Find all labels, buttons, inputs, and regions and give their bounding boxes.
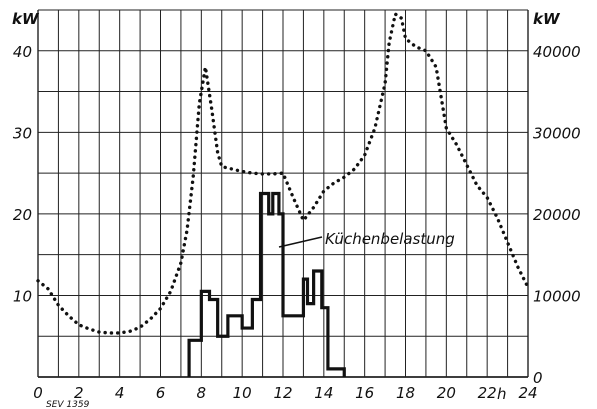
x-tick-label: 14 (314, 384, 333, 402)
x-tick-label: 22 (478, 384, 497, 402)
series-kuechenbelastung-step-line (187, 191, 346, 377)
x-tick-label: 24 (518, 384, 537, 402)
x-tick-label: 18 (396, 384, 415, 402)
x-tick-label: 4 (115, 384, 125, 402)
x-axis-ticks: 0 2 4 6 8 10 12 14 16 18 20 22 24 (33, 384, 537, 402)
x-tick-label: 16 (355, 384, 374, 402)
left-axis-ticks: 10 20 30 40 (13, 43, 32, 306)
left-tick-label: 40 (13, 43, 32, 61)
left-tick-label: 10 (13, 287, 32, 305)
left-tick-label: 30 (13, 124, 32, 142)
right-axis-ticks: 0 10000 20000 30000 40000 (533, 43, 581, 387)
chart-grid (37, 9, 529, 378)
annotation-kuechenbelastung: Küchenbelastung (325, 230, 455, 248)
series-total-load-dotted-line (36, 12, 530, 335)
figure-reference-note: SEV 1359 (46, 400, 90, 409)
chart-series (36, 12, 530, 377)
right-tick-label: 10000 (533, 287, 581, 305)
x-tick-label: 10 (233, 384, 252, 402)
right-tick-label: 0 (533, 369, 543, 387)
x-tick-label: 2 (74, 384, 84, 402)
left-axis-unit-label: kW (12, 10, 40, 28)
annotation-leader-line (278, 236, 323, 248)
x-tick-label: 6 (156, 384, 166, 402)
x-axis-unit-label: h (497, 385, 507, 403)
x-tick-label: 8 (197, 384, 207, 402)
right-tick-label: 30000 (533, 124, 581, 142)
right-tick-label: 40000 (533, 43, 581, 61)
x-tick-label: 0 (33, 384, 43, 402)
right-axis-unit-label: kW (533, 10, 561, 28)
x-tick-label: 20 (437, 384, 456, 402)
x-tick-label: 12 (273, 384, 292, 402)
left-tick-label: 20 (13, 206, 32, 224)
right-tick-label: 20000 (533, 206, 581, 224)
